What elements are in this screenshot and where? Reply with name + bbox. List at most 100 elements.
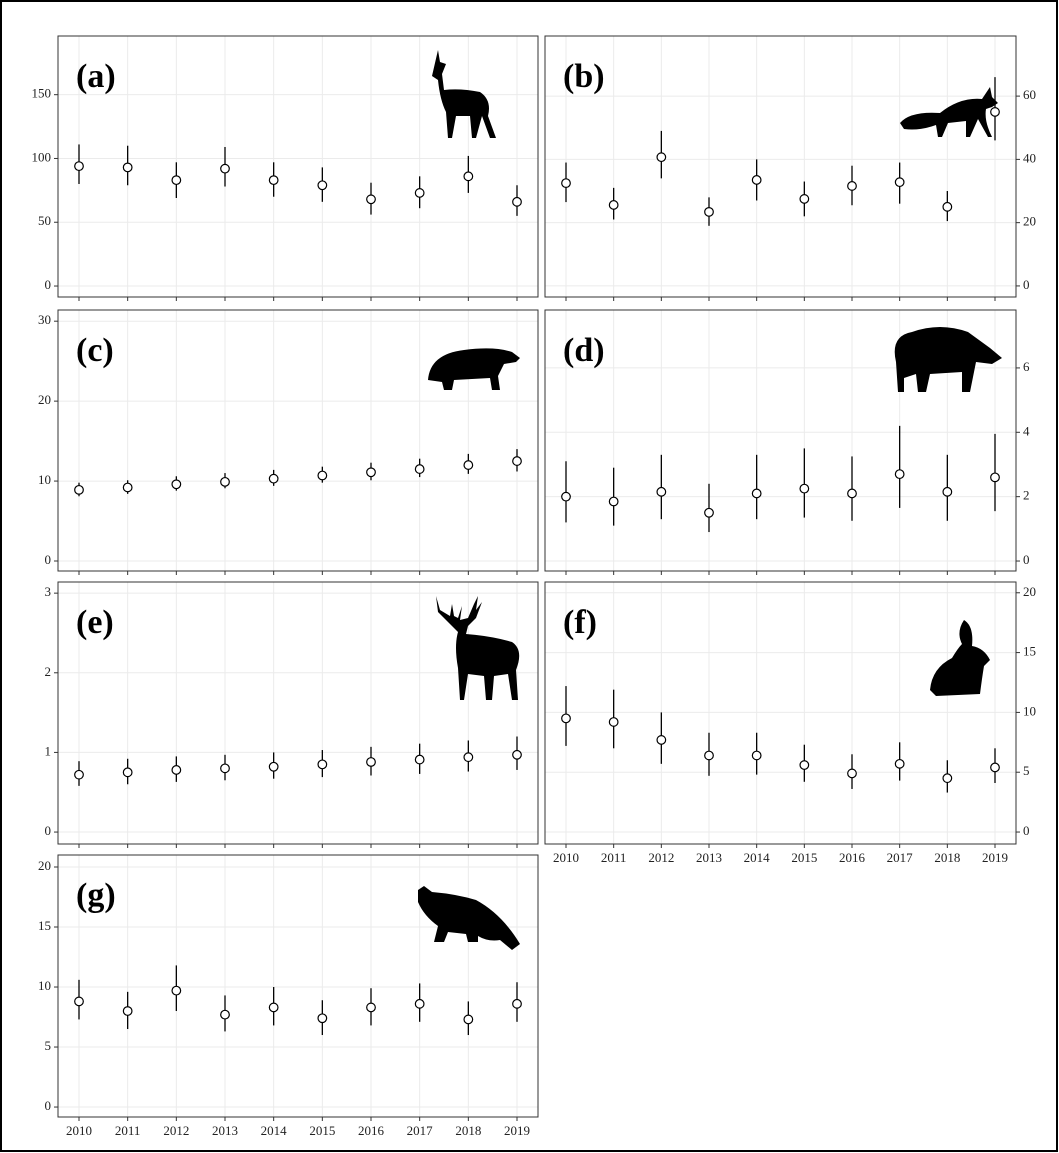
point xyxy=(268,175,279,186)
y-tick-label: 2 xyxy=(1023,488,1030,503)
x-tick-label: 2011 xyxy=(115,1123,141,1138)
y-tick-label: 20 xyxy=(38,858,51,873)
point xyxy=(608,200,619,210)
point xyxy=(463,1014,474,1025)
point xyxy=(171,479,182,490)
y-tick-label: 10 xyxy=(38,472,51,487)
x-tick-label: 2017 xyxy=(887,850,914,865)
y-tick-label: 0 xyxy=(45,1098,52,1113)
point xyxy=(608,717,619,727)
y-tick-label: 5 xyxy=(1023,763,1030,778)
point xyxy=(171,985,182,996)
panel-label: (b) xyxy=(563,58,605,95)
panel: 0 50 100 150 (a) xyxy=(32,35,539,301)
point xyxy=(366,757,376,767)
y-tick-label: 10 xyxy=(38,978,51,993)
point xyxy=(512,196,522,207)
point xyxy=(608,496,619,507)
plot-background xyxy=(545,582,1016,844)
x-tick-label: 2014 xyxy=(261,1123,288,1138)
point xyxy=(894,177,905,188)
fox-icon xyxy=(900,87,998,137)
y-tick-label: 2 xyxy=(45,664,52,679)
point xyxy=(414,464,425,474)
point xyxy=(656,735,667,745)
point xyxy=(799,194,810,204)
point xyxy=(561,491,571,502)
x-tick-label: 2012 xyxy=(163,1123,189,1138)
plot-background xyxy=(58,36,538,297)
point xyxy=(220,1009,230,1020)
point xyxy=(414,188,425,198)
x-tick-label: 2015 xyxy=(309,1123,335,1138)
y-tick-label: 3 xyxy=(45,584,52,599)
plot-background xyxy=(58,855,538,1117)
y-tick-label: 0 xyxy=(45,823,52,838)
red-deer-icon xyxy=(436,596,520,700)
panel-label: (c) xyxy=(76,332,114,369)
y-tick-label: 150 xyxy=(32,86,52,101)
plot-border xyxy=(57,581,539,845)
point xyxy=(704,206,714,217)
hare-icon xyxy=(930,620,990,696)
point xyxy=(220,763,230,774)
point xyxy=(74,484,84,495)
point xyxy=(463,171,474,182)
y-tick-label: 20 xyxy=(38,392,51,407)
x-tick-label: 2014 xyxy=(744,850,771,865)
plot-border xyxy=(544,581,1017,845)
point xyxy=(268,473,279,484)
y-tick-label: 6 xyxy=(1023,359,1030,374)
point xyxy=(317,1013,328,1024)
y-tick-label: 0 xyxy=(1023,823,1030,838)
x-tick-label: 2019 xyxy=(504,1123,530,1138)
plot-border xyxy=(57,35,539,298)
point xyxy=(171,175,182,186)
point xyxy=(74,161,84,172)
point xyxy=(990,472,1000,483)
point xyxy=(512,998,522,1009)
panel-label: (g) xyxy=(76,877,116,914)
x-tick-label: 2013 xyxy=(212,1123,238,1138)
x-tick-label: 2010 xyxy=(66,1123,92,1138)
point xyxy=(847,488,857,499)
point xyxy=(704,507,714,518)
point xyxy=(122,162,133,173)
y-tick-label: 0 xyxy=(45,277,52,292)
silhouettes xyxy=(418,50,1002,950)
point xyxy=(512,456,522,466)
y-tick-label: 20 xyxy=(1023,214,1036,229)
point xyxy=(366,194,376,205)
raccoon-dog-icon xyxy=(418,886,520,950)
x-tick-label: 2013 xyxy=(696,850,722,865)
x-tick-label: 2012 xyxy=(648,850,674,865)
y-tick-label: 15 xyxy=(38,918,51,933)
x-tick-label: 2015 xyxy=(791,850,817,865)
point xyxy=(414,754,425,765)
panel-label: (f) xyxy=(563,604,597,641)
roe-deer-icon xyxy=(432,50,496,138)
point xyxy=(894,469,905,480)
plot-border xyxy=(544,309,1017,572)
point xyxy=(122,767,133,778)
point xyxy=(317,759,328,770)
point xyxy=(990,107,1000,117)
y-tick-label: 20 xyxy=(1023,584,1036,599)
point xyxy=(656,486,667,497)
point xyxy=(317,180,328,191)
point xyxy=(751,175,762,185)
x-tick-label: 2019 xyxy=(982,850,1008,865)
x-tick-label: 2016 xyxy=(358,1123,385,1138)
point xyxy=(317,470,328,481)
y-tick-label: 5 xyxy=(45,1038,52,1053)
point xyxy=(122,482,133,493)
point xyxy=(74,996,84,1007)
point xyxy=(171,765,182,775)
panel-label: (d) xyxy=(563,332,605,369)
point xyxy=(942,773,953,784)
y-tick-label: 0 xyxy=(1023,552,1030,567)
point xyxy=(799,483,810,494)
point xyxy=(463,460,474,470)
panel-label: (e) xyxy=(76,604,114,641)
